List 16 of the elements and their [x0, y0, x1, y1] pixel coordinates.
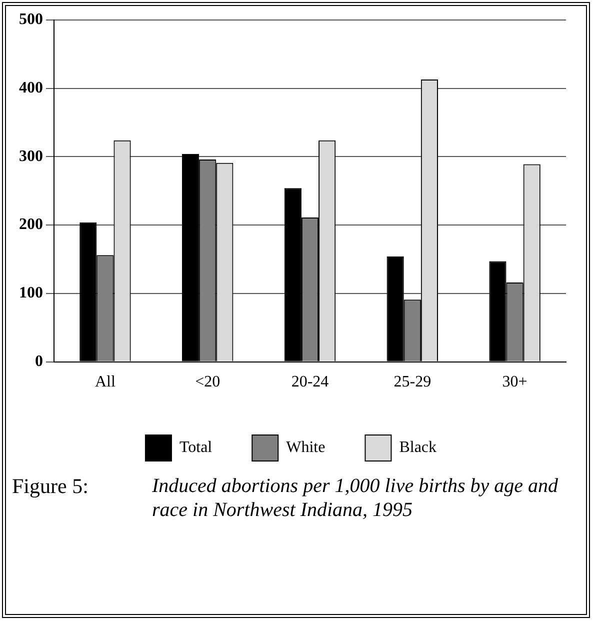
text: Induced abortions per 1,000 live births by age and race in Northwest Indiana, 1995: [152, 474, 560, 522]
x-tick-label: 20-24: [291, 374, 329, 391]
legend-label: Black: [399, 439, 437, 456]
y-tick-label: 400: [19, 80, 43, 96]
y-tick-label: 100: [19, 284, 43, 302]
x-tick-label: 30+: [502, 374, 528, 391]
y-tick-label: 0: [35, 352, 43, 370]
x-tick-label: 25-29: [394, 374, 432, 391]
x-tick-label: <20: [195, 374, 220, 391]
text: Figure 5:: [12, 474, 90, 500]
y-tick-label: 200: [19, 216, 43, 234]
y-tick-label: 300: [19, 148, 43, 165]
legend-label: Total: [179, 439, 213, 456]
x-tick-label: All: [94, 374, 116, 391]
y-tick-label: 500: [19, 11, 43, 28]
legend-label: White: [286, 439, 326, 456]
